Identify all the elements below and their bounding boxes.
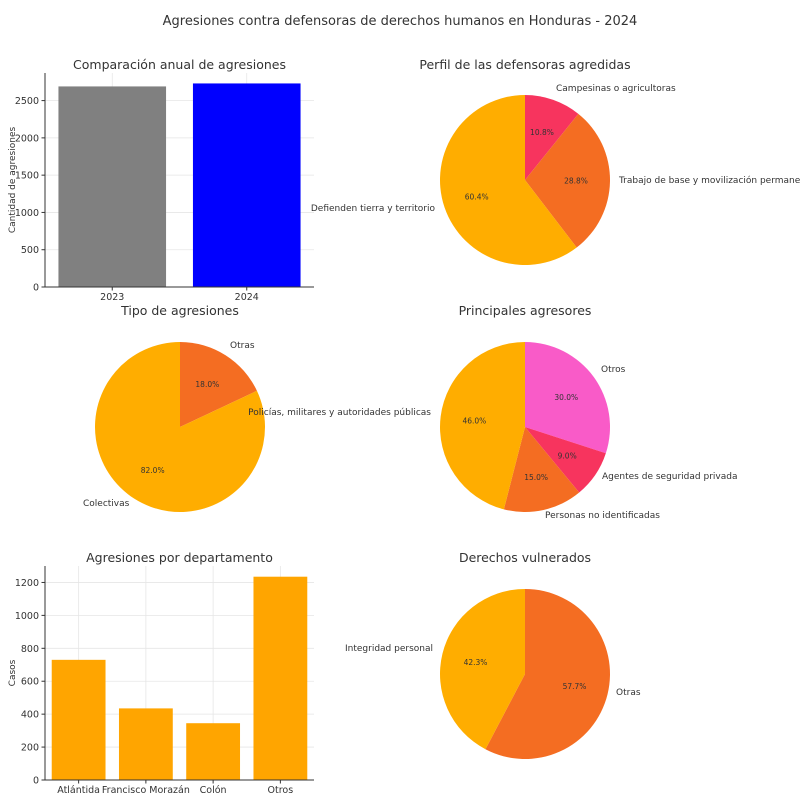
slice-policias-militares-y-autoridades-publicas — [440, 342, 525, 510]
pie-chart-perfil-de-las-defensoras-agredidas: 10.8% Campesinas o agricultoras 28.8% Traba… — [311, 57, 800, 265]
pie-chart-principales-agresores: 30.0% Otros 9.0% Agentes de seguridad priva… — [248, 303, 737, 521]
bar-chart-agresiones-por-departamento: 0 200 400 600 800 1000 1200 Atlántida Francisco … — [8, 550, 314, 796]
slice-label: Campesinas o agricultoras — [556, 84, 676, 94]
pie-chart-derechos-vulnerados: 57.7% Otras 42.3% Integridad personal Derech… — [345, 550, 641, 759]
slice-defienden-tierra-y-territorio — [440, 95, 577, 265]
slice-label: Otros — [601, 365, 626, 375]
chart-title: Principales agresores — [459, 303, 592, 318]
y-tick-label: 500 — [21, 245, 39, 256]
bar-2024 — [192, 83, 301, 287]
chart-title: Comparación anual de agresiones — [73, 57, 286, 72]
y-tick-label: 800 — [21, 644, 39, 655]
slice-percent-label: 18.0% — [195, 380, 219, 389]
x-tick-label: Francisco Morazán — [102, 785, 190, 796]
slice-colectivas — [95, 342, 266, 513]
bar-otros — [253, 576, 308, 780]
slice-percent-label: 82.0% — [141, 466, 165, 475]
slice-percent-label: 9.0% — [558, 452, 577, 461]
chart-title: Agresiones por departamento — [86, 550, 273, 565]
y-axis-label: Casos — [8, 659, 18, 686]
y-tick-label: 1000 — [15, 611, 39, 622]
slice-otras — [485, 589, 610, 759]
slice-percent-label: 15.0% — [524, 473, 548, 482]
chart-title: Perfil de las defensoras agredidas — [419, 57, 630, 72]
slice-percent-label: 10.8% — [530, 128, 554, 137]
y-tick-label: 2500 — [15, 96, 39, 107]
slice-agentes-de-seguridad-privada — [525, 427, 606, 493]
slice-personas-no-identificadas — [503, 427, 580, 513]
slice-label: Colectivas — [83, 499, 130, 509]
pie-chart-tipo-de-agresiones: 18.0% Otras 82.0% Colectivas Tipo de agresio… — [83, 303, 266, 513]
slice-otros — [525, 342, 610, 454]
bar-atlantida — [51, 659, 106, 780]
y-tick-label: 200 — [21, 743, 39, 754]
x-tick-label: 2023 — [100, 292, 124, 303]
chart-title: Tipo de agresiones — [120, 303, 239, 318]
bar-chart-comparacion-anual-de-agresiones: 0 500 1000 1500 2000 2500 2023 2024 Comparación … — [8, 57, 314, 303]
y-tick-label: 2000 — [15, 133, 39, 144]
x-tick-label: Colón — [200, 785, 227, 796]
y-tick-label: 0 — [33, 283, 39, 294]
y-axis-label: Cantidad de agresiones — [8, 127, 18, 234]
slice-integridad-personal — [439, 589, 525, 750]
slice-label: Trabajo de base y movilización permanent… — [618, 175, 800, 186]
slice-percent-label: 42.3% — [464, 658, 488, 667]
slice-label: Defienden tierra y territorio — [311, 204, 436, 214]
slice-campesinas-o-agricultoras — [525, 95, 579, 180]
bar-francisco-morazan — [118, 708, 173, 780]
slice-percent-label: 57.7% — [563, 682, 587, 691]
slice-percent-label: 60.4% — [465, 192, 489, 201]
slice-otras — [180, 342, 257, 427]
slice-percent-label: 28.8% — [564, 177, 588, 186]
y-tick-label: 1500 — [15, 171, 39, 182]
bar-2023 — [58, 86, 167, 287]
chart-title: Derechos vulnerados — [459, 550, 591, 565]
y-tick-label: 400 — [21, 710, 39, 721]
slice-label: Personas no identificadas — [545, 511, 660, 521]
slice-label: Policías, militares y autoridades públic… — [248, 408, 431, 418]
slice-label: Agentes de seguridad privada — [602, 472, 737, 482]
slice-label: Integridad personal — [345, 644, 433, 654]
y-tick-label: 600 — [21, 677, 39, 688]
x-tick-label: 2024 — [235, 292, 259, 303]
slice-trabajo-de-base-y-movilizacion-permanente — [525, 113, 610, 248]
y-tick-label: 1000 — [15, 208, 39, 219]
slice-percent-label: 30.0% — [554, 393, 578, 402]
slice-percent-label: 46.0% — [462, 417, 486, 426]
y-tick-label: 0 — [33, 776, 39, 787]
y-tick-label: 1200 — [15, 578, 39, 589]
slice-label: Otras — [616, 688, 641, 698]
figure-title: Agresiones contra defensoras de derechos… — [163, 14, 638, 29]
x-tick-label: Atlántida — [57, 785, 100, 796]
bar-colon — [186, 723, 241, 780]
slice-label: Otras — [230, 341, 255, 351]
x-tick-label: Otros — [268, 785, 294, 796]
